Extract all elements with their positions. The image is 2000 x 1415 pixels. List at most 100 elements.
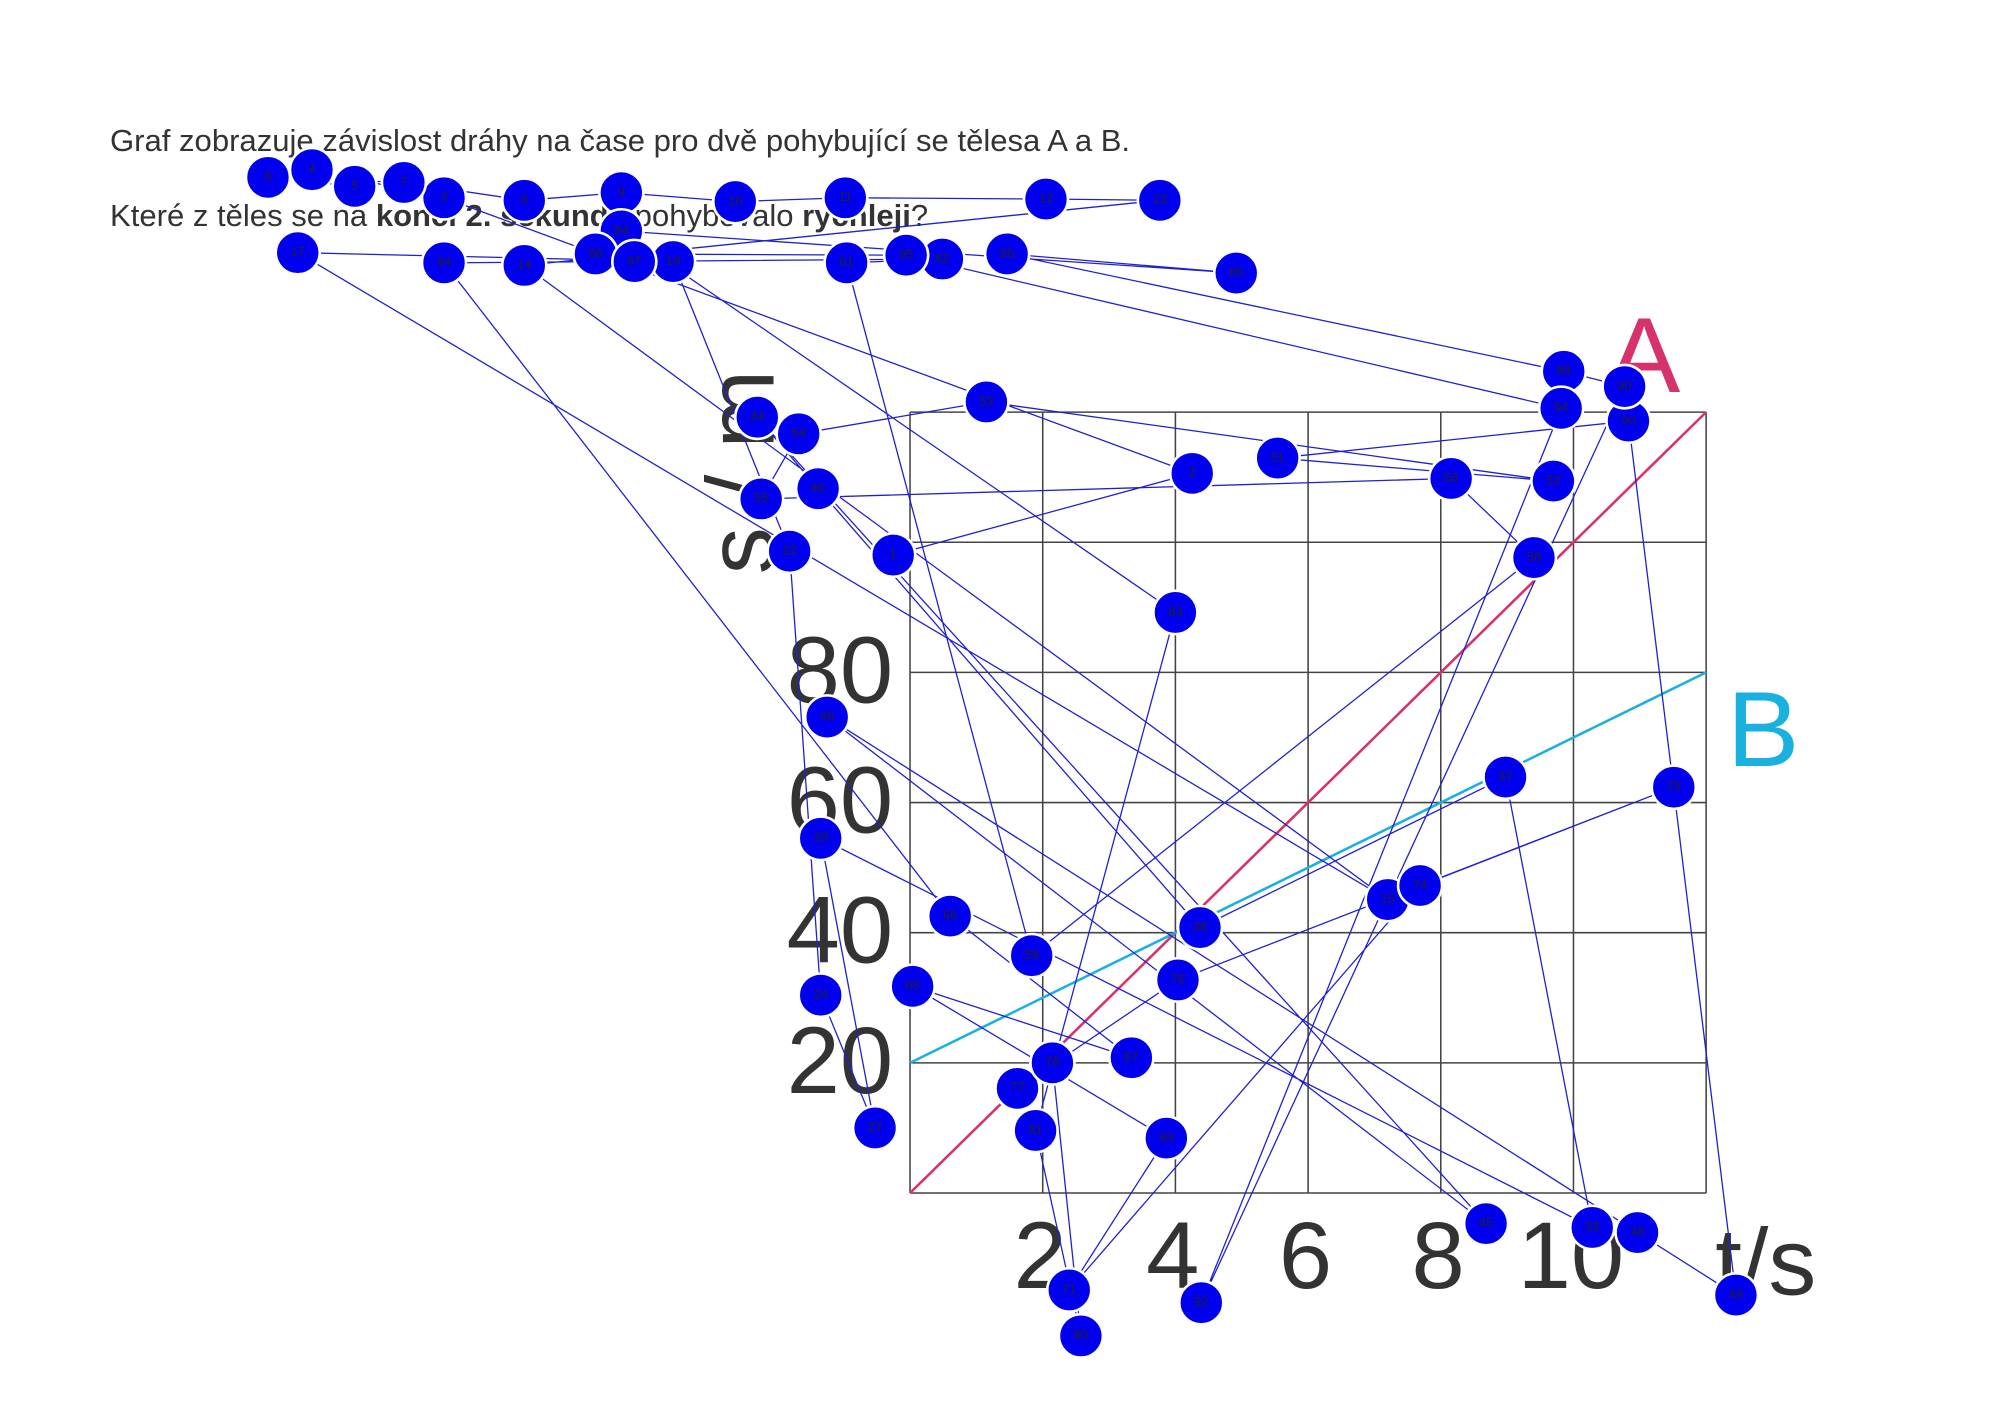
- click-marker-label: 96: [588, 245, 602, 260]
- click-marker-label: 33: [1585, 1219, 1599, 1234]
- click-marker-label: 77: [1010, 1080, 1024, 1095]
- click-marker-label: 46: [820, 709, 834, 724]
- question-segment: Které z těles se na: [110, 198, 376, 233]
- click-marker: [1012, 1107, 1059, 1154]
- click-marker: [1008, 932, 1056, 979]
- click-marker-label: 59: [1025, 947, 1039, 962]
- y-tick-label: 20: [787, 1009, 894, 1114]
- click-marker-label: 2: [1189, 465, 1196, 480]
- click-marker: [1614, 1209, 1661, 1256]
- click-marker-label: 6: [264, 169, 271, 184]
- x-tick-label: 8: [1412, 1204, 1465, 1309]
- click-marker-label: 81: [1028, 1122, 1042, 1137]
- click-marker: [869, 532, 917, 578]
- click-path: [267, 169, 1737, 1337]
- click-marker: [1177, 1279, 1225, 1326]
- click-marker-label: 75: [1667, 779, 1681, 794]
- click-marker-label: 38: [1193, 919, 1207, 934]
- click-marker: [380, 159, 428, 206]
- click-marker-label: 22: [782, 543, 796, 558]
- click-marker: [926, 893, 974, 940]
- click-marker: [1143, 1115, 1190, 1162]
- click-marker-label: 94: [1554, 400, 1568, 415]
- click-marker-label: 8: [521, 192, 528, 207]
- click-marker: [963, 378, 1010, 425]
- click-marker-label: 90: [1617, 378, 1631, 393]
- click-marker-label: 67: [1124, 1049, 1138, 1064]
- click-marker: [611, 238, 658, 285]
- click-marker-label: 74: [1413, 877, 1427, 892]
- question-segment: konci 2. sekundy: [376, 198, 626, 233]
- click-marker: [1029, 1039, 1076, 1086]
- click-marker-label: 56: [1444, 470, 1458, 485]
- click-marker: [1650, 764, 1698, 811]
- click-marker-label: 76: [1171, 971, 1185, 986]
- click-marker-label: 44: [750, 409, 764, 424]
- click-marker: [331, 163, 378, 210]
- click-marker-label: 86: [1000, 245, 1014, 260]
- click-marker-label: 92: [1194, 1294, 1208, 1309]
- click-marker-label: 45: [1479, 1215, 1493, 1230]
- click-marker: [822, 174, 869, 221]
- click-marker: [794, 465, 842, 512]
- click-marker-label: 17: [291, 244, 305, 259]
- click-marker-label: 64: [437, 254, 451, 269]
- click-marker: [797, 815, 845, 862]
- click-marker: [1254, 435, 1301, 482]
- click-marker-label: 19: [666, 253, 680, 268]
- click-marker: [775, 410, 823, 457]
- click-marker-label: 71: [1062, 1281, 1076, 1296]
- click-marker-label: 58: [1527, 549, 1541, 564]
- click-marker: [823, 239, 870, 286]
- click-marker: [500, 242, 548, 289]
- question-line: Graf zobrazuje závislost dráhy na čase p…: [110, 123, 1130, 158]
- click-marker: [274, 229, 322, 276]
- click-marker: [244, 154, 292, 201]
- click-marker-label: 7: [400, 174, 407, 189]
- click-marker-label: 9: [618, 184, 625, 199]
- click-marker: [797, 972, 845, 1019]
- click-marker: [1427, 455, 1475, 502]
- click-marker-label: 49: [1729, 1287, 1743, 1302]
- click-marker-label: 66: [943, 908, 957, 923]
- click-marker-label: 48: [1630, 1224, 1644, 1239]
- click-marker: [983, 230, 1031, 277]
- click-marker-label: 13: [1153, 192, 1167, 207]
- click-marker: [1154, 956, 1202, 1003]
- click-marker: [994, 1065, 1041, 1112]
- click-marker-label: 40: [811, 480, 825, 495]
- click-marker-label: 5: [351, 178, 358, 193]
- click-marker-label: 78: [1045, 1054, 1059, 1069]
- click-marker-label: 24: [814, 987, 828, 1002]
- click-marker: [1462, 1200, 1510, 1247]
- click-marker: [1152, 589, 1199, 636]
- click-marker-label: 61: [839, 254, 853, 269]
- click-marker: [889, 963, 936, 1010]
- click-marker: [1712, 1272, 1760, 1319]
- y-tick-label: 40: [787, 878, 894, 983]
- click-marker: [1510, 534, 1558, 581]
- click-marker-label: 97: [627, 253, 641, 268]
- click-marker: [1212, 250, 1260, 297]
- click-marker: [420, 174, 468, 221]
- click-marker-label: 68: [905, 978, 919, 993]
- click-marker: [737, 475, 785, 522]
- click-marker-label: 52: [1546, 472, 1560, 487]
- click-marker: [288, 146, 336, 193]
- click-marker: [1108, 1034, 1155, 1081]
- click-marker-label: 37: [1498, 768, 1512, 783]
- series-label: B: [1727, 669, 1800, 789]
- click-marker-label: 80: [1074, 1327, 1088, 1342]
- click-marker-label: 54: [792, 425, 806, 440]
- click-marker: [1136, 177, 1184, 224]
- click-marker-label: 85: [1229, 265, 1243, 280]
- click-marker: [733, 394, 781, 441]
- click-marker-label: 55: [754, 490, 768, 505]
- click-marker: [1396, 862, 1444, 909]
- click-marker-label: 1: [890, 546, 897, 561]
- click-marker: [711, 178, 759, 225]
- click-marker: [1176, 904, 1224, 951]
